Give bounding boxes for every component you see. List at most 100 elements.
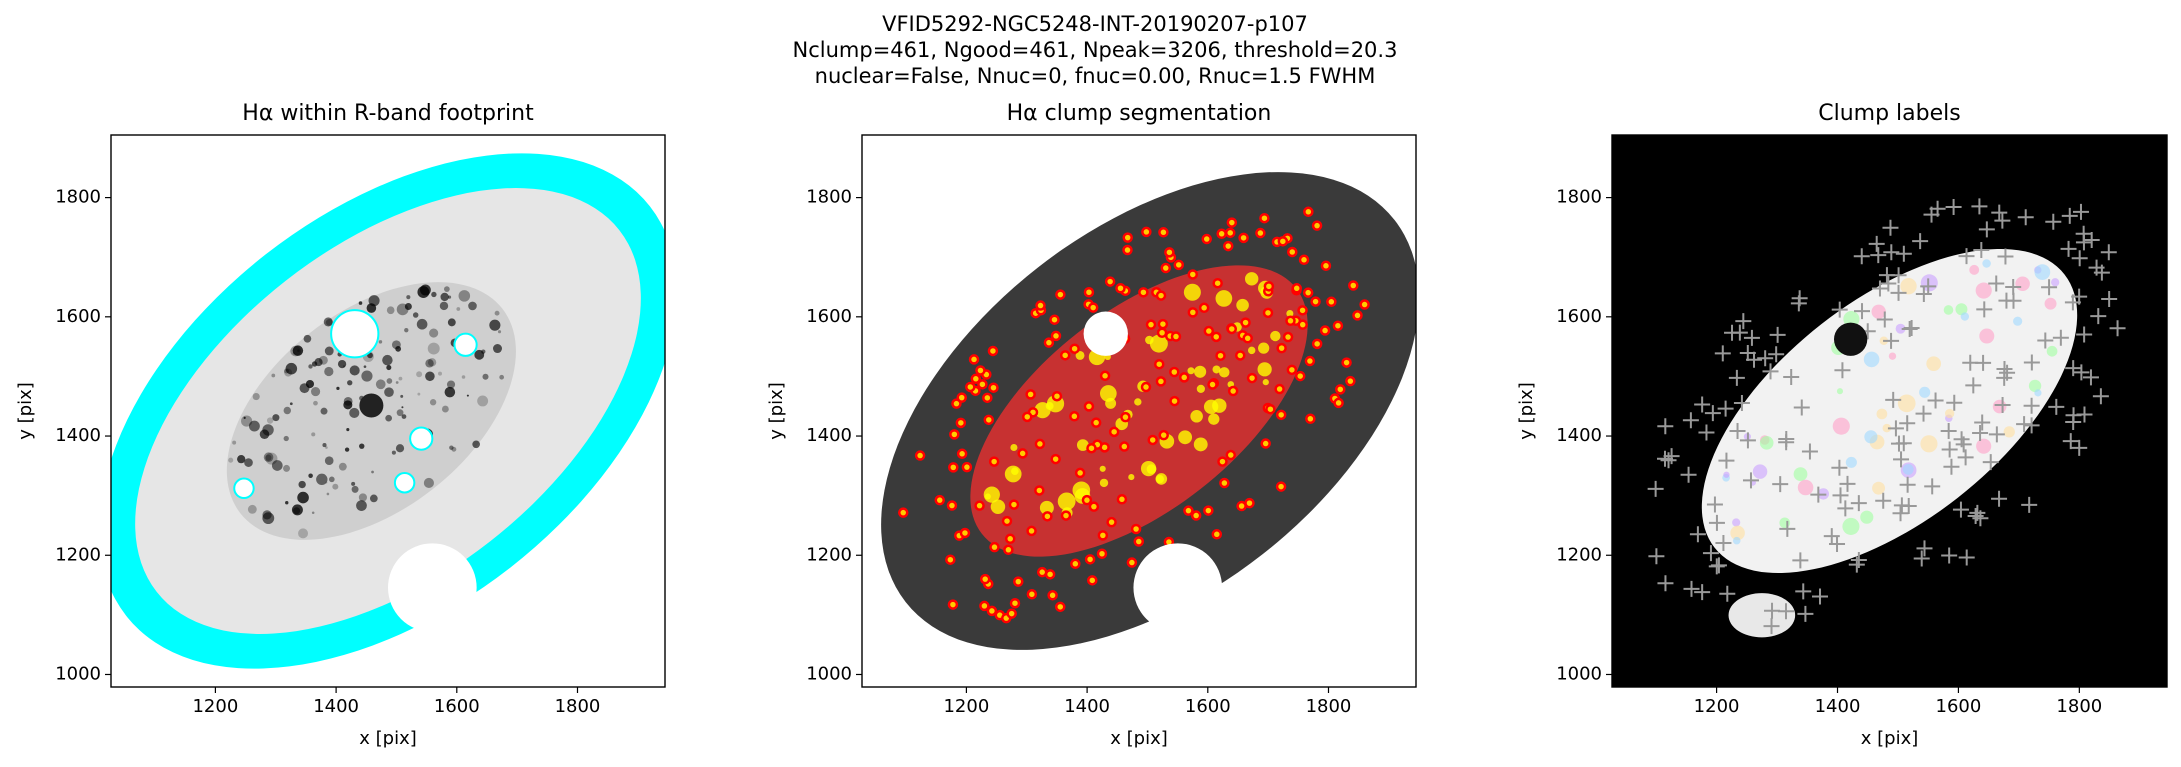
label-patch bbox=[1895, 323, 1906, 334]
hii-region bbox=[395, 346, 402, 352]
clump bbox=[1147, 434, 1158, 446]
hii-region bbox=[366, 303, 377, 313]
clump-peak bbox=[1244, 272, 1259, 286]
clump bbox=[1265, 403, 1276, 415]
hii-region bbox=[271, 373, 276, 378]
clump-marker bbox=[1829, 535, 1846, 552]
hii-region bbox=[386, 364, 392, 371]
clump bbox=[1298, 254, 1310, 266]
clump-peak bbox=[1034, 402, 1051, 419]
clump-marker bbox=[2023, 397, 2040, 414]
clump bbox=[1311, 338, 1323, 350]
hii-region bbox=[324, 366, 334, 377]
clump bbox=[1341, 357, 1352, 368]
clump bbox=[1133, 536, 1145, 547]
clump-marker bbox=[1899, 415, 1916, 432]
clump-marker bbox=[1832, 487, 1849, 504]
hii-region bbox=[438, 371, 442, 376]
hii-region bbox=[285, 362, 298, 375]
label-patch bbox=[1975, 282, 1992, 299]
hii-region bbox=[417, 286, 430, 299]
label-patch bbox=[1992, 399, 2007, 414]
clump-marker bbox=[1923, 206, 1940, 223]
clump-peak bbox=[1190, 409, 1203, 423]
clump bbox=[1083, 287, 1095, 298]
clump-marker bbox=[2101, 291, 2118, 308]
x-tick-label: 1400 bbox=[313, 696, 359, 717]
clump bbox=[1226, 217, 1238, 228]
hii-region bbox=[265, 454, 272, 461]
clump-marker bbox=[1793, 399, 1810, 416]
hii-region bbox=[400, 394, 404, 398]
x-tick-label: 1200 bbox=[943, 696, 989, 717]
hii-region bbox=[395, 381, 399, 384]
hii-region bbox=[492, 344, 503, 354]
clump-marker bbox=[1895, 245, 1912, 262]
x-axis-label: x [pix] bbox=[359, 728, 417, 749]
hii-region bbox=[263, 452, 274, 462]
clump bbox=[989, 541, 1000, 553]
hii-region bbox=[371, 470, 374, 474]
clump bbox=[1311, 220, 1323, 231]
clump bbox=[1201, 233, 1212, 245]
clump-marker bbox=[2071, 250, 2088, 267]
label-patch bbox=[1960, 312, 1970, 321]
clump bbox=[1122, 244, 1133, 256]
clump-marker bbox=[1870, 247, 1887, 264]
clump-peak bbox=[1193, 437, 1208, 452]
clump-marker bbox=[1742, 472, 1759, 489]
hii-region bbox=[472, 440, 480, 449]
clump bbox=[1106, 516, 1117, 528]
clump bbox=[1286, 364, 1298, 376]
clump-marker bbox=[2092, 388, 2109, 405]
hii-region bbox=[324, 456, 334, 466]
hii-region bbox=[378, 340, 383, 344]
clump-marker bbox=[2075, 234, 2092, 251]
hii-region bbox=[425, 359, 434, 368]
clump bbox=[959, 527, 971, 539]
y-tick-label: 1200 bbox=[1556, 544, 1602, 565]
clump bbox=[1087, 302, 1099, 313]
clump bbox=[1069, 343, 1080, 354]
clump-marker bbox=[1719, 585, 1736, 602]
clump bbox=[1262, 307, 1274, 319]
x-tick-label: 1800 bbox=[555, 696, 601, 717]
clump-peak bbox=[1134, 398, 1142, 406]
y-tick-label: 1800 bbox=[55, 187, 101, 208]
image bbox=[862, 135, 1416, 687]
hii-region bbox=[237, 455, 246, 464]
clump-peak bbox=[990, 499, 1006, 514]
panel: 1200 1400 1600 1800 1000 1200 1400 1600 1800 Hα w… bbox=[15, 101, 666, 749]
clump bbox=[955, 417, 967, 429]
clump-peak bbox=[1208, 413, 1220, 425]
hii-region bbox=[325, 481, 328, 484]
clump bbox=[1086, 442, 1097, 454]
clump-marker bbox=[1663, 448, 1680, 465]
clump-marker bbox=[2016, 416, 2033, 433]
clump bbox=[1034, 485, 1045, 496]
hii-region bbox=[447, 318, 456, 327]
clump bbox=[1059, 350, 1071, 361]
clump-marker bbox=[1958, 549, 1975, 566]
hii-region bbox=[298, 480, 306, 489]
label-patch bbox=[1897, 394, 1916, 413]
clump bbox=[1164, 247, 1175, 258]
label-patch bbox=[1860, 510, 1874, 524]
clump-marker bbox=[1900, 497, 1917, 514]
clump-marker bbox=[1994, 396, 2011, 413]
label-patch bbox=[1900, 277, 1917, 295]
label-patch bbox=[2044, 297, 2057, 310]
clump-marker bbox=[1893, 451, 1910, 468]
hii-region bbox=[369, 494, 378, 503]
hii-region bbox=[499, 374, 505, 380]
clump-marker bbox=[1772, 476, 1789, 493]
clump-marker bbox=[1901, 321, 1918, 338]
cutout bbox=[1083, 311, 1128, 356]
label-patch bbox=[1888, 352, 1897, 360]
label-patch bbox=[1871, 304, 1886, 319]
hii-region bbox=[423, 477, 434, 489]
clump bbox=[1025, 389, 1036, 400]
star-mask bbox=[393, 472, 416, 494]
clump bbox=[1211, 529, 1223, 540]
clump bbox=[1275, 481, 1287, 492]
